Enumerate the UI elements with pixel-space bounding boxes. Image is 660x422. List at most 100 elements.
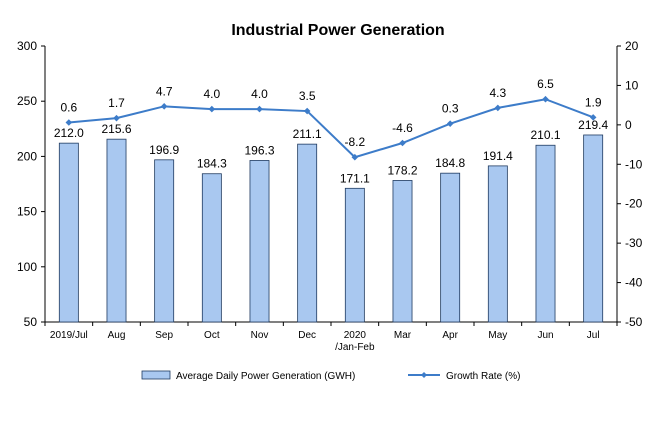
x-tick-label: Oct — [204, 330, 220, 341]
x-tick-label: Aug — [108, 330, 126, 341]
left-tick-label: 300 — [17, 39, 37, 53]
line-marker — [160, 103, 168, 110]
growth-data-label: 4.0 — [251, 87, 268, 101]
x-tick-label-line: Jul — [587, 330, 600, 341]
bar — [392, 180, 413, 323]
bar-data-label: 184.3 — [197, 157, 227, 171]
axes: 3002502001501005020100-10-20-30-40-50201… — [17, 39, 643, 353]
x-tick-label: 2020/Jan-Feb — [335, 330, 375, 353]
growth-data-label: -4.6 — [392, 121, 413, 135]
right-tick-label: 20 — [625, 39, 639, 53]
x-tick-label: Jul — [587, 330, 600, 341]
line-marker — [351, 153, 359, 161]
growth-data-label: 1.9 — [585, 95, 602, 109]
bar-data-label: 191.4 — [483, 149, 513, 163]
growth-data-label: 4.3 — [489, 86, 506, 100]
bar-data-label: 211.1 — [293, 127, 322, 141]
bar — [583, 134, 604, 323]
growth-data-label: 1.7 — [108, 96, 125, 110]
right-tick-label: 0 — [625, 118, 632, 132]
x-tick-label: 2019/Jul — [50, 330, 88, 341]
growth-data-label: -8.2 — [344, 135, 365, 149]
bar — [58, 142, 79, 323]
right-tick-label: -50 — [625, 315, 643, 329]
growth-data-label: 4.0 — [203, 87, 220, 101]
bar — [440, 172, 461, 323]
bar — [487, 165, 508, 323]
bar-data-label: 219.4 — [578, 118, 608, 132]
right-tick-label: -10 — [625, 157, 643, 171]
growth-data-label: 0.6 — [60, 100, 77, 114]
line-marker — [208, 105, 216, 113]
bar-data-label: 196.3 — [244, 143, 274, 157]
line-marker — [446, 120, 454, 127]
x-tick-label-line: /Jan-Feb — [335, 342, 375, 353]
bar — [249, 160, 270, 323]
bar — [106, 138, 127, 323]
bar — [344, 187, 365, 323]
x-tick-label: May — [488, 330, 507, 341]
x-tick-label: Apr — [442, 330, 458, 341]
line-marker — [494, 104, 502, 112]
right-tick-label: 10 — [625, 78, 639, 92]
legend: Average Daily Power Generation (GWH) Grow… — [141, 370, 520, 382]
bar-data-label: 171.1 — [340, 171, 370, 185]
x-tick-label-line: Sep — [155, 330, 173, 341]
x-tick-label: Dec — [298, 330, 316, 341]
legend-line-label: Growth Rate (%) — [446, 371, 520, 382]
bar-series — [58, 134, 604, 323]
bar — [297, 143, 318, 323]
right-tick-label: -40 — [625, 276, 643, 290]
growth-data-label: 3.5 — [299, 89, 316, 103]
data-labels: 0.6 1.7 4.7 4.0 4.0 3.5 -8.2 -4.6 0.3 4.3 6.5 1.9 21… — [54, 77, 609, 185]
bar-data-label: 215.6 — [101, 122, 131, 136]
x-tick-label-line: Oct — [204, 330, 220, 341]
growth-data-label: 0.3 — [442, 102, 459, 116]
bar — [535, 144, 556, 323]
left-tick-label: 150 — [17, 205, 37, 219]
x-tick-label: Nov — [251, 330, 269, 341]
bar — [201, 173, 222, 323]
bar-data-label: 212.0 — [54, 126, 84, 140]
line-marker — [589, 114, 597, 121]
x-tick-label-line: 2020 — [344, 330, 367, 341]
left-tick-label: 200 — [17, 149, 37, 163]
growth-line — [68, 98, 594, 159]
x-tick-label-line: Nov — [251, 330, 269, 341]
growth-data-label: 4.7 — [156, 84, 173, 98]
x-tick-label-line: Mar — [394, 330, 412, 341]
x-tick-label: Sep — [155, 330, 173, 341]
left-tick-label: 100 — [17, 260, 37, 274]
x-tick-label: Jun — [537, 330, 553, 341]
line-series — [65, 95, 597, 161]
bar-data-label: 210.1 — [530, 128, 560, 142]
line-marker — [113, 114, 120, 122]
x-tick-label-line: May — [488, 330, 507, 341]
line-marker — [65, 119, 73, 126]
x-tick-label: Mar — [394, 330, 412, 341]
line-marker — [256, 105, 263, 113]
bar — [154, 159, 175, 323]
left-tick-label: 50 — [24, 315, 38, 329]
line-marker — [399, 139, 406, 147]
growth-data-label: 6.5 — [537, 77, 554, 91]
bar-data-label: 196.9 — [149, 143, 179, 157]
right-tick-label: -30 — [625, 236, 643, 250]
line-marker — [542, 95, 549, 103]
line-marker — [303, 107, 311, 115]
left-tick-label: 250 — [17, 94, 37, 108]
chart-title: Industrial Power Generation — [231, 22, 444, 39]
bar-data-label: 184.8 — [435, 156, 465, 170]
x-tick-label-line: Jun — [537, 330, 553, 341]
legend-bar-label: Average Daily Power Generation (GWH) — [176, 371, 355, 382]
bar-data-label: 178.2 — [387, 163, 417, 177]
right-tick-label: -20 — [625, 197, 643, 211]
x-tick-label-line: Dec — [298, 330, 316, 341]
x-tick-label-line: Aug — [108, 330, 126, 341]
legend-bar-swatch — [141, 370, 171, 380]
x-tick-label-line: 2019/Jul — [50, 330, 88, 341]
legend-line-marker — [421, 372, 427, 378]
x-tick-label-line: Apr — [442, 330, 458, 341]
